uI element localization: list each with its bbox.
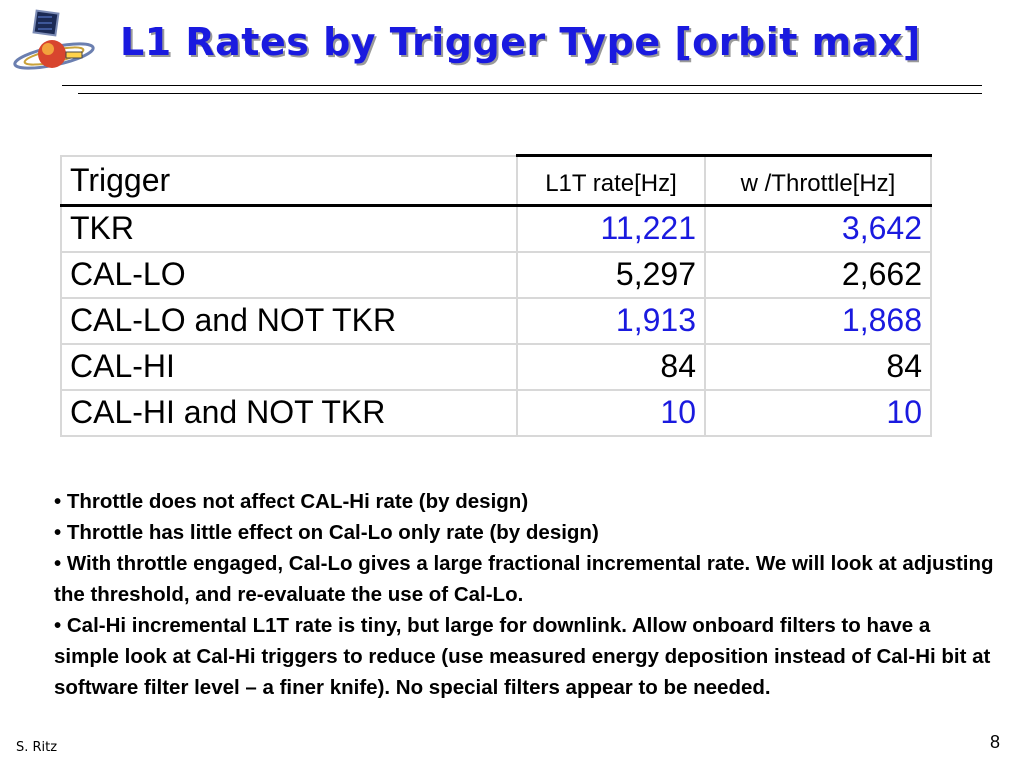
throttle-rate-cell: 10 bbox=[704, 388, 932, 437]
l1t-rate-cell: 1,913 bbox=[516, 296, 706, 345]
trigger-cell: CAL-LO and NOT TKR bbox=[60, 296, 518, 345]
l1t-rate-cell: 11,221 bbox=[516, 204, 706, 253]
bullet-item: • With throttle engaged, Cal-Lo gives a … bbox=[54, 552, 994, 606]
header-throttle-rate: w /Throttle[Hz] bbox=[704, 154, 932, 207]
throttle-rate-cell: 84 bbox=[704, 342, 932, 391]
throttle-rate-cell: 2,662 bbox=[704, 250, 932, 299]
header-trigger: Trigger bbox=[60, 154, 518, 207]
trigger-cell: TKR bbox=[60, 204, 518, 253]
bullet-text: With throttle engaged, Cal-Lo gives a la… bbox=[54, 552, 994, 606]
l1t-rate-cell: 5,297 bbox=[516, 250, 706, 299]
bullet-item: • Throttle has little effect on Cal-Lo o… bbox=[54, 521, 599, 544]
table-row: CAL-LO 5,297 2,662 bbox=[60, 250, 932, 299]
throttle-rate-cell: 3,642 bbox=[704, 204, 932, 253]
title-divider-bottom bbox=[78, 93, 982, 94]
bullet-item: • Cal-Hi incremental L1T rate is tiny, b… bbox=[54, 614, 991, 699]
author-footer: S. Ritz bbox=[16, 740, 58, 755]
table-row: CAL-LO and NOT TKR 1,913 1,868 bbox=[60, 296, 932, 345]
bullet-item: • Throttle does not affect CAL-Hi rate (… bbox=[54, 490, 529, 513]
table-header-row: Trigger L1T rate[Hz] w /Throttle[Hz] bbox=[60, 154, 932, 207]
header-l1t-rate: L1T rate[Hz] bbox=[516, 154, 706, 207]
l1t-rate-cell: 84 bbox=[516, 342, 706, 391]
bullet-text: Throttle does not affect CAL-Hi rate (by… bbox=[66, 490, 529, 513]
table-row: TKR 11,221 3,642 bbox=[60, 204, 932, 253]
trigger-rates-table: Trigger L1T rate[Hz] w /Throttle[Hz] TKR… bbox=[60, 154, 932, 437]
trigger-cell: CAL-HI and NOT TKR bbox=[60, 388, 518, 437]
table-row: CAL-HI and NOT TKR 10 10 bbox=[60, 388, 932, 437]
bullet-text: Throttle has little effect on Cal-Lo onl… bbox=[66, 521, 599, 544]
trigger-cell: CAL-LO bbox=[60, 250, 518, 299]
slide-title: L1 Rates by Trigger Type [orbit max] bbox=[120, 20, 921, 64]
title-divider-top bbox=[62, 85, 982, 86]
l1t-rate-cell: 10 bbox=[516, 388, 706, 437]
throttle-rate-cell: 1,868 bbox=[704, 296, 932, 345]
trigger-cell: CAL-HI bbox=[60, 342, 518, 391]
table-row: CAL-HI 84 84 bbox=[60, 342, 932, 391]
page-number: 8 bbox=[990, 732, 1001, 752]
satellite-logo-icon bbox=[8, 8, 100, 78]
bullet-text: Cal-Hi incremental L1T rate is tiny, but… bbox=[54, 614, 991, 699]
bullet-notes: • Throttle does not affect CAL-Hi rate (… bbox=[54, 486, 994, 703]
